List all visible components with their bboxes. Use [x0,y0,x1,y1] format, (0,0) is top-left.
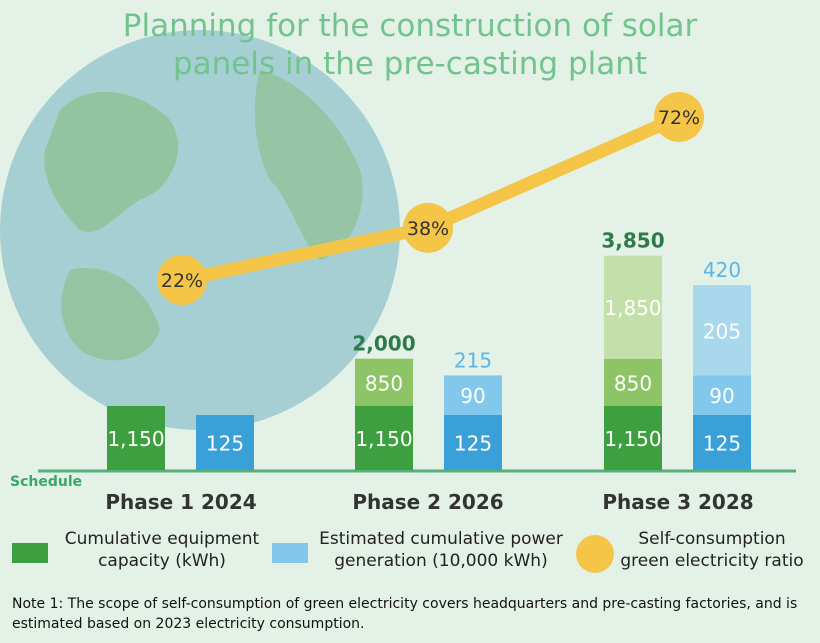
continent-shape [254,70,363,260]
bar-total-label: 2,000 [352,332,415,356]
legend-generation-swatch [272,543,308,563]
ratio-value-label: 22% [161,270,203,292]
phase-label-2: Phase 2 2026 [352,490,504,514]
legend-generation-label: Estimated cumulative power generation (1… [319,529,563,571]
ratio-marker [157,255,207,305]
bar-segment [693,285,751,376]
legend-ratio-label: Self-consumption green electricity ratio [620,529,804,571]
ratio-marker [403,202,453,253]
bar-segment [604,406,662,470]
ratio-value-label: 38% [407,218,449,240]
bar-segment [107,406,165,470]
bar-segment [355,358,413,406]
bar-total-label: 420 [703,258,741,282]
phase-label-1: Phase 1 2024 [105,490,257,514]
bar-value-label: 205 [703,319,741,343]
bar-value-label: 1,150 [604,427,661,451]
bar-value-label: 125 [703,432,741,456]
continent-shape [61,268,160,361]
ratio-value-label: 72% [658,107,700,129]
ratio-marker [654,92,704,142]
bar-value-label: 125 [454,432,492,456]
legend-ratio-marker [576,535,614,573]
footnote: Note 1: The scope of self-consumption of… [12,596,798,632]
bar-total-label: 3,850 [601,229,664,253]
bar-value-label: 850 [365,371,403,395]
bar-value-label: 90 [460,384,485,408]
bar-value-label: 1,850 [604,296,661,320]
bar-segment [444,415,502,470]
chart-title-line-2: panels in the pre-casting plant [172,46,648,82]
legend-capacity-swatch [12,543,48,563]
schedule-label: Schedule [10,474,83,490]
bar-segment [444,375,502,415]
bar-value-label: 125 [206,432,244,456]
chart-title-line-1: Planning for the construction of solar [122,8,698,44]
bar-value-label: 1,150 [107,427,164,451]
bar-segment [693,415,751,470]
phase-label-3: Phase 3 2028 [602,490,754,514]
bar-segment [693,375,751,415]
legend-capacity-label: Cumulative equipment capacity (kWh) [64,529,260,571]
bar-segment [355,406,413,470]
bar-segment [604,255,662,359]
bar-value-label: 850 [614,371,652,395]
bar-segment [196,415,254,470]
bar-total-label: 215 [454,348,492,372]
bar-segment [604,358,662,406]
bar-value-label: 90 [709,384,734,408]
bar-value-label: 1,150 [355,427,412,451]
continent-shape [44,91,179,233]
